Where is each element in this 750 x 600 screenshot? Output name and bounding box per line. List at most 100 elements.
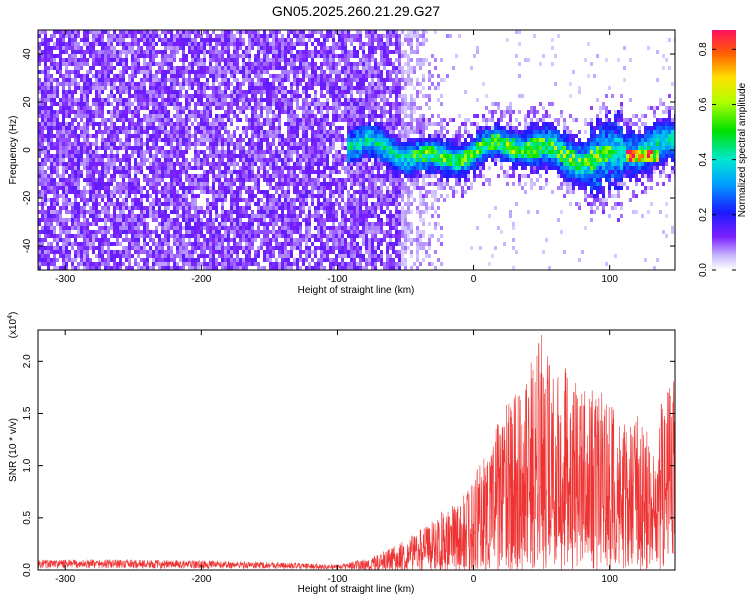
spectrogram-cell xyxy=(128,242,131,246)
spectrogram-cell xyxy=(185,194,188,198)
spectrogram-cell xyxy=(65,98,68,102)
spectrogram-cell xyxy=(131,122,134,126)
spectrogram-cell xyxy=(266,70,269,74)
spectrogram-cell xyxy=(323,190,326,194)
spectrogram-cell xyxy=(185,258,188,262)
spectrogram-cell xyxy=(203,170,206,174)
spectrogram-cell xyxy=(320,246,323,250)
spectrogram-cell xyxy=(200,158,203,162)
spectrogram-cell xyxy=(65,226,68,230)
spectrogram-cell xyxy=(164,142,167,146)
spectrogram-cell xyxy=(308,154,311,158)
spectrogram-cell xyxy=(233,234,236,238)
spectrogram-cell xyxy=(281,94,284,98)
spectrogram-cell xyxy=(176,90,179,94)
spectrogram-cell xyxy=(86,170,89,174)
spectrogram-cell xyxy=(98,58,101,62)
spectrogram-cell xyxy=(260,266,263,270)
spectrogram-cell xyxy=(296,114,299,118)
spectrogram-cell xyxy=(332,66,335,70)
spectrogram-cell xyxy=(101,170,104,174)
spectrogram-cell xyxy=(128,254,131,258)
spectrogram-cell xyxy=(173,194,176,198)
spectrogram-cell xyxy=(170,146,173,150)
spectrogram-cell xyxy=(161,30,164,34)
spectrogram-cell xyxy=(302,126,305,130)
spectrogram-cell xyxy=(86,198,89,202)
spectrogram-cell xyxy=(86,250,89,254)
spectrogram-cell xyxy=(287,254,290,258)
spectrogram-cell xyxy=(119,146,122,150)
spectrogram-cell xyxy=(314,46,317,50)
spectrogram-cell xyxy=(131,134,134,138)
spectrogram-cell xyxy=(146,142,149,146)
spectrogram-cell xyxy=(98,182,101,186)
spectrogram-cell xyxy=(164,250,167,254)
spectrogram-cell xyxy=(182,210,185,214)
spectrogram-cell xyxy=(320,66,323,70)
spectrogram-cell xyxy=(290,94,293,98)
spectrogram-cell xyxy=(260,246,263,250)
spectrogram-cell xyxy=(182,70,185,74)
spectrogram-cell xyxy=(86,154,89,158)
spectrogram-cell xyxy=(119,30,122,34)
spectrogram-cell xyxy=(149,134,152,138)
spectrogram-cell xyxy=(233,70,236,74)
spectrogram-cell xyxy=(38,114,41,118)
spectrogram-cell xyxy=(65,194,68,198)
spectrogram-cell xyxy=(50,182,53,186)
spectrogram-cell xyxy=(83,86,86,90)
spectrogram-cell xyxy=(284,174,287,178)
spectrogram-cell xyxy=(119,202,122,206)
spectrogram-cell xyxy=(86,74,89,78)
spectrogram-cell xyxy=(332,194,335,198)
spectrogram-cell xyxy=(125,238,128,242)
spectrogram-cell xyxy=(197,82,200,86)
spectrogram-cell xyxy=(290,182,293,186)
spectrogram-cell xyxy=(233,266,236,270)
spectrogram-cell xyxy=(197,122,200,126)
spectrogram-cell xyxy=(269,86,272,90)
spectrogram-cell xyxy=(257,114,260,118)
spectrogram-cell xyxy=(50,82,53,86)
spectrogram-cell xyxy=(89,142,92,146)
spectrogram-cell xyxy=(74,210,77,214)
spectrogram-cell xyxy=(83,246,86,250)
spectrogram-cell xyxy=(41,190,44,194)
spectrogram-cell xyxy=(194,30,197,34)
spectrogram-cell xyxy=(74,162,77,166)
spectrogram-cell xyxy=(47,106,50,110)
spectrogram-cell xyxy=(107,82,110,86)
spectrogram-cell xyxy=(188,30,191,34)
spectrogram-cell xyxy=(137,42,140,46)
spectrogram-cell xyxy=(56,78,59,82)
spectrogram-cell xyxy=(329,50,332,54)
spectrogram-cell xyxy=(305,258,308,262)
spectrogram-cell xyxy=(65,78,68,82)
spectrogram-cell xyxy=(263,190,266,194)
spectrogram-cell xyxy=(56,82,59,86)
spectrogram-cell xyxy=(239,150,242,154)
spectrogram-cell xyxy=(182,58,185,62)
spectrogram-cell xyxy=(158,114,161,118)
spectrogram-cell xyxy=(224,258,227,262)
spectrogram-cell xyxy=(203,126,206,130)
spectrogram-cell xyxy=(269,262,272,266)
spectrogram-cell xyxy=(122,70,125,74)
spectrogram-cell xyxy=(179,110,182,114)
spectrogram-cell xyxy=(77,174,80,178)
spectrogram-cell xyxy=(182,110,185,114)
spectrogram-cell xyxy=(179,250,182,254)
spectrogram-cell xyxy=(128,86,131,90)
spectrogram-cell xyxy=(329,194,332,198)
spectrogram-cell xyxy=(134,142,137,146)
spectrogram-cell xyxy=(95,170,98,174)
spectrogram-cell xyxy=(77,170,80,174)
spectrogram-cell xyxy=(140,102,143,106)
spectrogram-cell xyxy=(86,130,89,134)
spectrogram-cell xyxy=(53,34,56,38)
spectrogram-cell xyxy=(113,122,116,126)
spectrogram-cell xyxy=(104,126,107,130)
spectrogram-cell xyxy=(218,34,221,38)
spectrogram-cell xyxy=(194,242,197,246)
